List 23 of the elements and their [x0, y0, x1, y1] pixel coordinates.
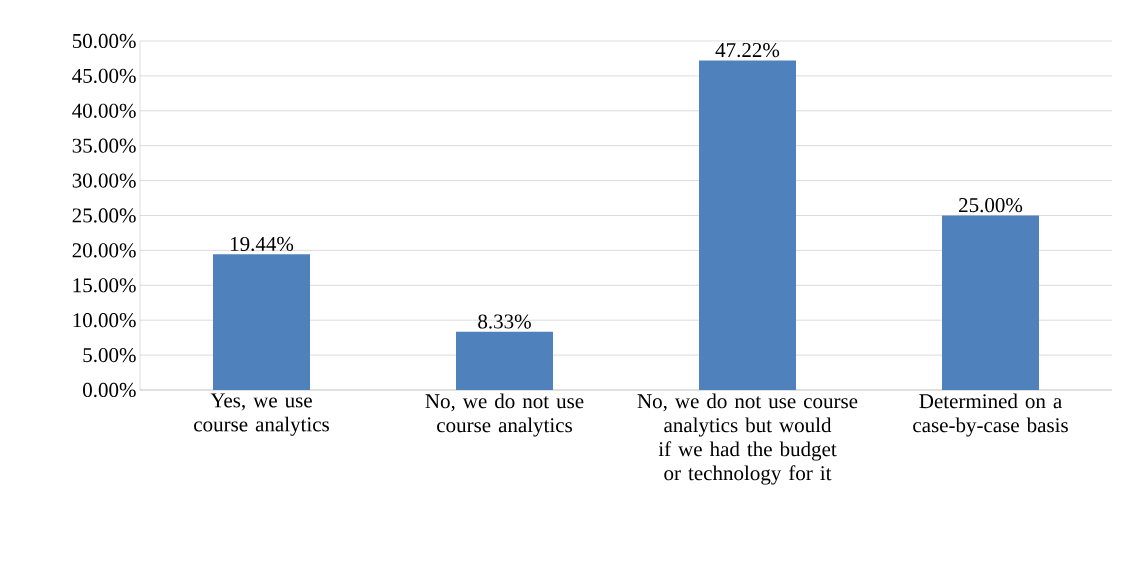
- data-label: 47.22%: [715, 42, 780, 58]
- y-tick-label: 35.00%: [72, 138, 136, 153]
- y-tick-label: 50.00%: [72, 33, 136, 49]
- x-tick-label: Yes, we use course analytics: [194, 393, 329, 436]
- bar: [456, 331, 553, 390]
- x-tick-label: No, we do not use course analytics: [425, 393, 584, 437]
- data-label: 19.44%: [230, 236, 294, 252]
- data-label: 8.33%: [478, 314, 531, 329]
- bar: [699, 60, 797, 390]
- bar: [213, 254, 310, 390]
- y-tick-label: 40.00%: [72, 103, 136, 118]
- bar: [942, 215, 1040, 390]
- y-tick-label: 30.00%: [72, 173, 136, 188]
- y-tick-label: 45.00%: [72, 68, 136, 84]
- x-tick-label: No, we do not use course analytics but would if we had the budget or technology for it: [637, 393, 858, 485]
- y-tick-label: 25.00%: [72, 208, 136, 223]
- data-label: 25.00%: [959, 198, 1023, 213]
- y-tick-label: 20.00%: [72, 243, 136, 258]
- y-tick-label: 0.00%: [83, 382, 136, 398]
- y-tick-label: 15.00%: [73, 278, 136, 293]
- y-tick-label: 10.00%: [73, 313, 136, 328]
- x-tick-label: Determined on a case-by-case basis: [913, 393, 1068, 437]
- y-tick-label: 5.00%: [83, 347, 136, 363]
